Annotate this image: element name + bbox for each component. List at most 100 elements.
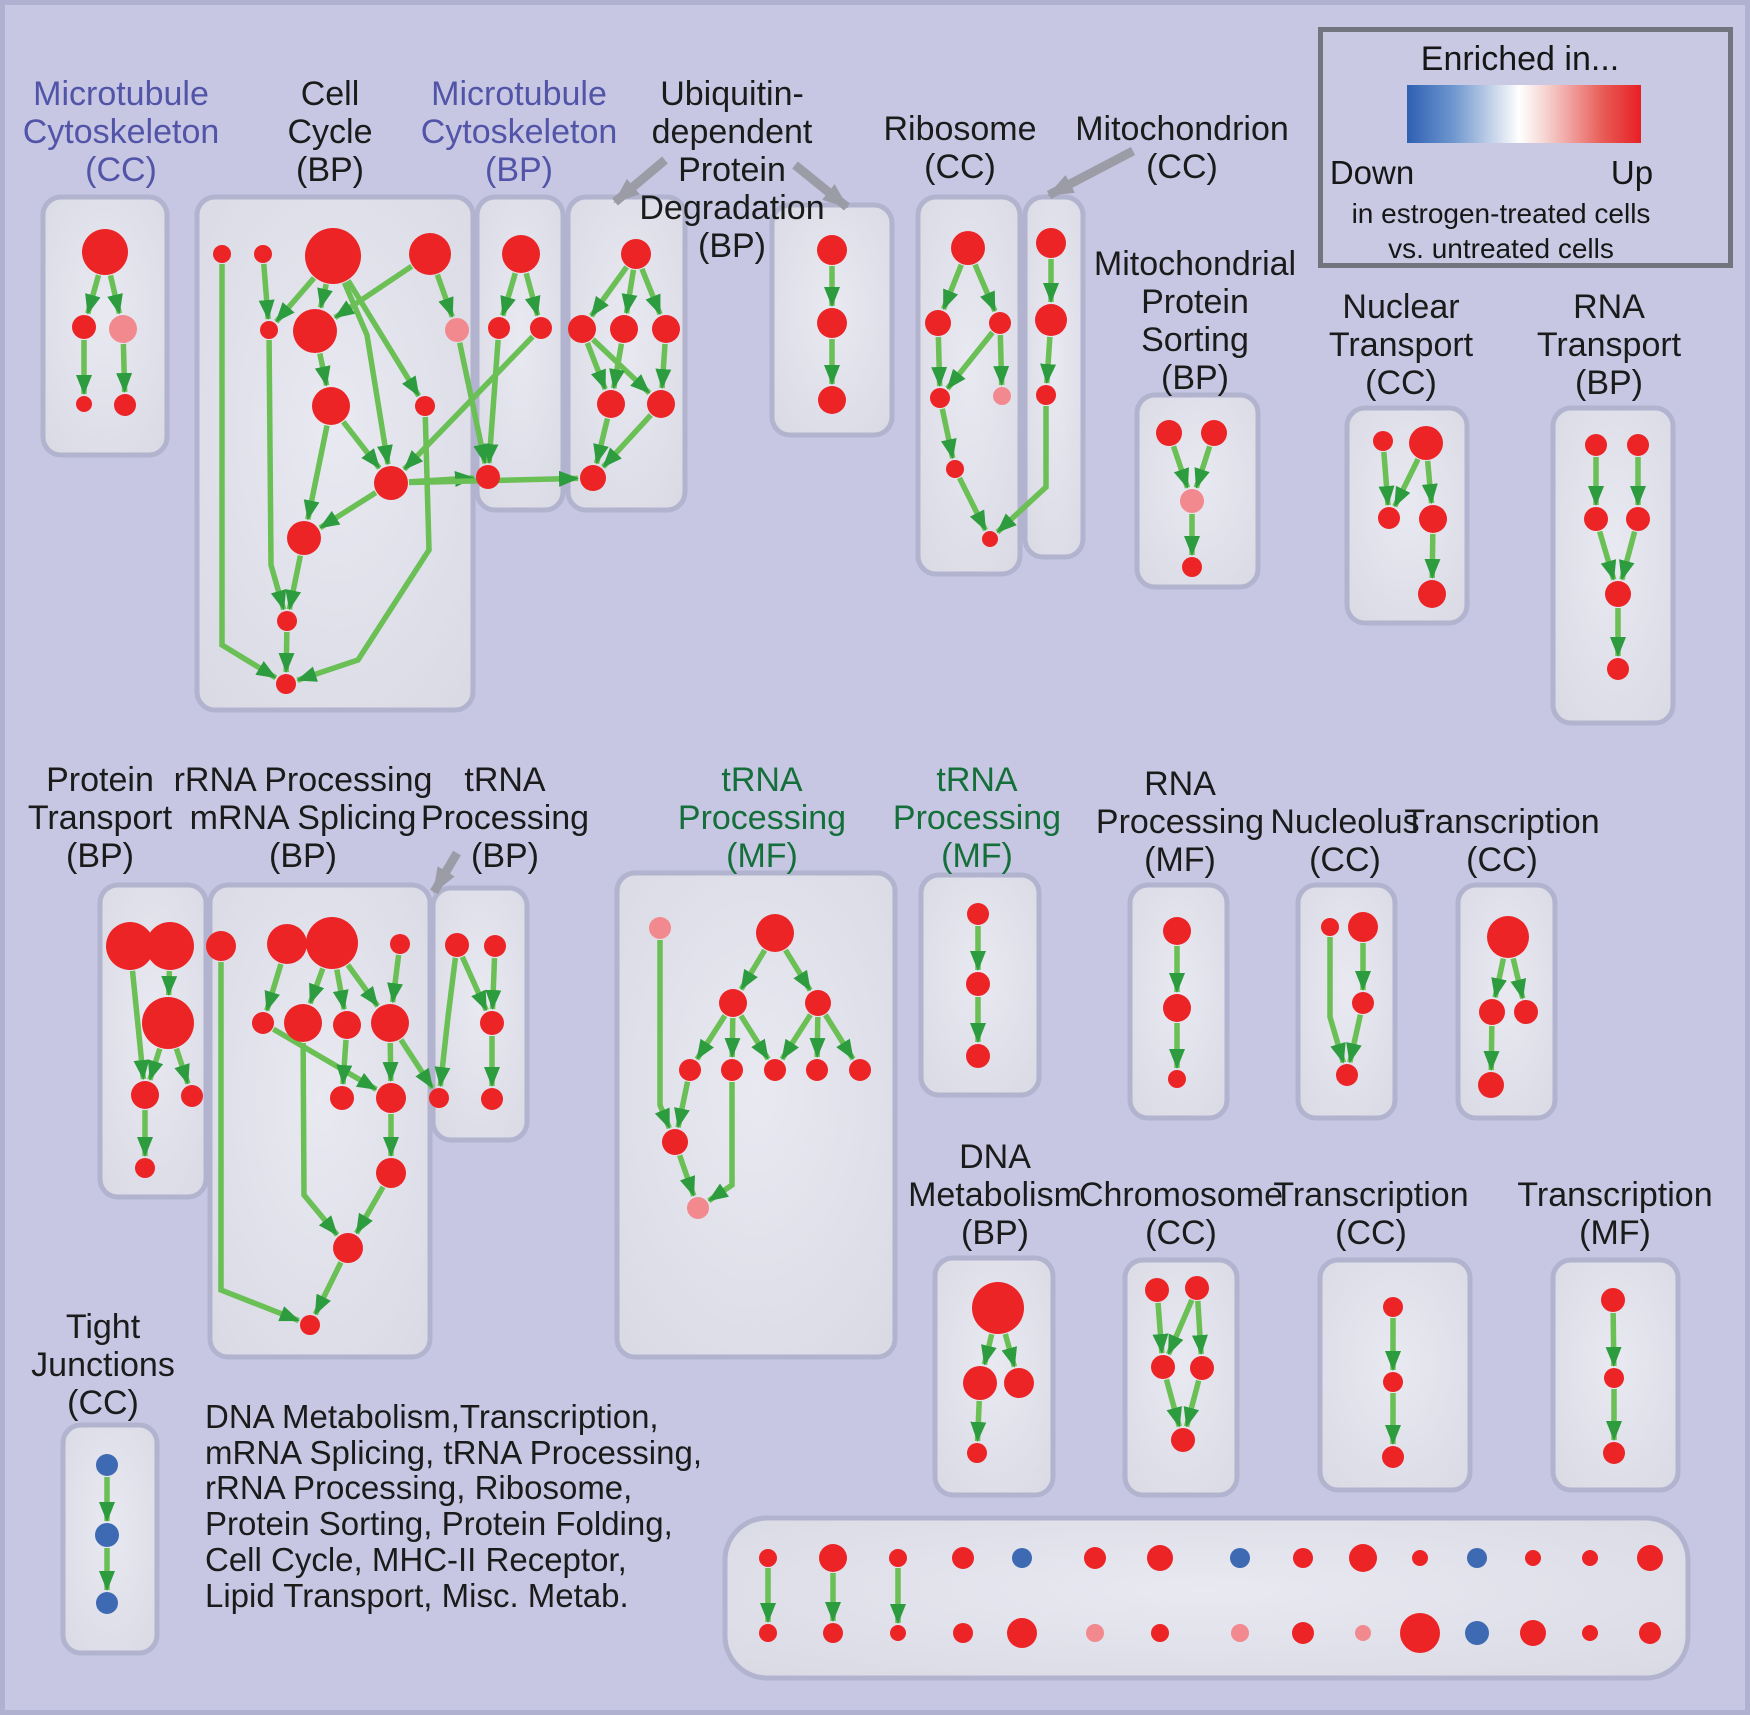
group-label-line: Mitochondrial <box>1093 245 1297 283</box>
group-label-line: (CC) <box>1146 148 1218 186</box>
gene-set-node <box>135 1158 155 1178</box>
group-label-mt_bp: Microtubule Cytoskeleton (BP) <box>421 75 618 189</box>
edge-ubi <box>590 337 652 395</box>
group-label-line: Protein <box>1141 283 1249 321</box>
gene-set-node <box>966 1044 990 1068</box>
edge-rrna <box>336 1039 353 1086</box>
group-label-line: Nucleolus <box>1270 803 1420 841</box>
group-label-prot_t: Protein Transport (BP) <box>28 761 172 875</box>
gene-set-node <box>476 465 500 489</box>
gene-set-node <box>1525 1550 1541 1566</box>
gene-set-node <box>1383 1372 1403 1392</box>
group-label-line: Transport <box>1328 326 1474 364</box>
misc-line: mRNA Splicing, tRNA Processing, <box>205 1433 703 1471</box>
gene-set-node <box>1230 1548 1250 1568</box>
edge-dna_met <box>970 1400 987 1443</box>
gene-set-node <box>300 1315 320 1335</box>
gene-set-node <box>374 466 408 500</box>
group-label-line: Sorting <box>1141 321 1249 359</box>
gene-set-node <box>409 233 451 275</box>
group-label-line: (CC) <box>1145 1214 1217 1252</box>
group-label-mito: Mitochondrion (CC) <box>1075 110 1289 186</box>
gene-set-node <box>818 386 846 414</box>
gene-set-node <box>817 235 847 265</box>
group-label-line: Cytoskeleton <box>420 113 618 151</box>
nodes-layer <box>72 228 1663 1653</box>
edge-ubi <box>601 413 653 469</box>
gene-set-node <box>756 914 794 952</box>
label-pointer-arrow-icon <box>430 850 461 895</box>
cross-edge <box>995 406 1049 535</box>
misc-line: Protein Sorting, Protein Folding, <box>205 1505 673 1543</box>
edge-trna_mf_big <box>738 1014 771 1061</box>
gene-set-node <box>1409 426 1443 460</box>
group-label-line: tRNA <box>936 761 1018 799</box>
group-label-line: Ubiquitin- <box>660 75 804 113</box>
group-label-line: (MF) <box>1579 1214 1651 1252</box>
gene-set-node <box>146 922 194 970</box>
edge-cell_cycle <box>285 555 304 611</box>
gene-set-node <box>1603 1442 1625 1464</box>
group-label-chromosome: Chromosome (CC) <box>1079 1176 1283 1252</box>
edge-trna_bp <box>459 955 489 1012</box>
edge-ribosome <box>957 476 988 532</box>
gene-set-node <box>1084 1547 1106 1569</box>
group-label-line: tRNA <box>721 761 803 799</box>
group-box-nucleolus <box>1295 882 1398 1121</box>
gene-set-node <box>306 917 358 969</box>
edge-trna_mf_big <box>738 948 768 991</box>
group-label-line: Processing <box>1095 803 1265 841</box>
edge-cell_cycle <box>314 352 331 387</box>
gene-set-node <box>333 1233 363 1263</box>
gene-set-node <box>972 1282 1024 1334</box>
gene-set-node <box>1373 431 1393 451</box>
gene-set-node <box>1151 1624 1169 1642</box>
gene-set-node <box>213 245 231 263</box>
gene-set-node <box>305 228 361 284</box>
group-label-line: (CC) <box>85 151 157 189</box>
edge-trna_mf_big <box>674 1081 691 1129</box>
group-label-line: (MF) <box>726 837 798 875</box>
group-label-line: (CC) <box>67 1384 139 1422</box>
gene-set-node <box>82 229 128 275</box>
gene-set-node <box>1605 581 1631 607</box>
gene-set-node <box>1465 1621 1489 1645</box>
gene-set-node <box>1151 1355 1175 1379</box>
label-pointer-arrow-icon <box>792 161 850 211</box>
gene-set-node <box>925 310 951 336</box>
gene-set-node <box>993 387 1011 405</box>
gene-set-node <box>930 388 950 408</box>
cross-edge <box>398 1038 435 1090</box>
edge-mps <box>1193 445 1213 489</box>
gene-set-node <box>952 1547 974 1569</box>
gene-set-node <box>805 990 831 1016</box>
gene-set-node <box>267 924 307 964</box>
edge-nucleolus <box>1346 1014 1364 1064</box>
gene-set-node <box>284 1004 322 1042</box>
edge-ubi <box>593 417 611 465</box>
label-pointer-arrow-icon <box>1046 147 1136 199</box>
group-label-line: Processing <box>420 799 590 837</box>
edge-chromosome <box>1166 1298 1195 1356</box>
edge-rrna <box>345 963 380 1008</box>
gene-set-node <box>1582 1550 1598 1566</box>
edge-rrna <box>354 1185 386 1235</box>
edge-ubi <box>584 341 608 391</box>
group-label-nucleolus: Nucleolus (CC) <box>1270 803 1419 879</box>
edge-prot_t <box>147 1047 164 1081</box>
gene-set-node <box>96 1454 118 1476</box>
gene-set-node <box>287 521 321 555</box>
edge-dna_met <box>1001 1333 1018 1368</box>
gene-set-node <box>946 460 964 478</box>
edge-rrna <box>300 1042 340 1237</box>
group-label-trans_cc_bot: Transcription (CC) <box>1273 1176 1468 1252</box>
gene-set-node <box>415 396 435 416</box>
group-label-line: Transport <box>1536 326 1682 364</box>
group-label-mps: Mitochondrial Protein Sorting (BP) <box>1094 245 1296 397</box>
group-label-line: tRNA <box>464 761 546 799</box>
gene-set-node <box>1086 1624 1104 1642</box>
gene-set-node <box>1321 918 1339 936</box>
gene-set-node <box>277 611 297 631</box>
gene-set-node <box>1156 420 1182 446</box>
